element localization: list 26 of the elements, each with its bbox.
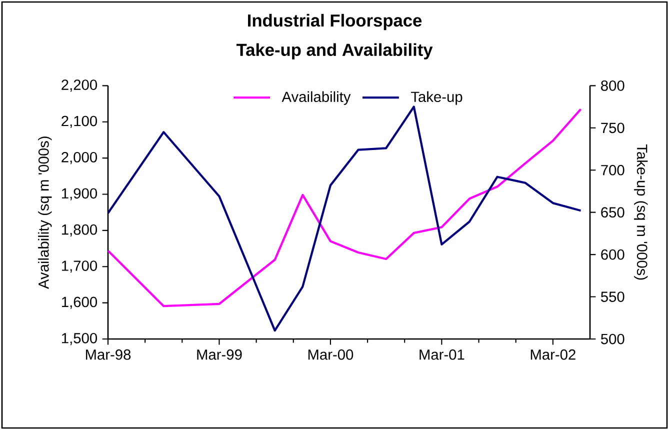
- y-tick-label: 1,500: [62, 332, 98, 346]
- y2-tick-label: 750: [601, 122, 624, 134]
- y2-tick-label: 500: [600, 334, 624, 344]
- x-tick-label: Mar-99: [197, 349, 242, 360]
- y2-tick-label: 700: [601, 164, 624, 176]
- y2-tick-label: 600: [601, 249, 624, 260]
- y-axis-title: Availability (sq m '000s): [38, 136, 52, 289]
- y2-axis-title: Take-up (sq m '000s): [634, 144, 648, 280]
- y-tick-label: 1,800: [62, 224, 98, 236]
- y-tick-label: 2,200: [62, 80, 98, 92]
- y-tick-label: 1,900: [62, 188, 98, 200]
- x-tick-label: Mar-98: [86, 349, 131, 360]
- x-tick-label: Mar-02: [530, 349, 576, 360]
- x-tick-label: Mar-00: [308, 349, 354, 360]
- y2-tick-label: 650: [601, 207, 624, 218]
- legend-label: Take-up: [410, 91, 462, 105]
- chart-subtitle: Take-up and Availability: [236, 43, 433, 60]
- y2-tick-label: 800: [601, 80, 624, 91]
- chart-title: Industrial Floorspace: [248, 14, 422, 30]
- y-tick-label: 2,100: [62, 116, 98, 128]
- y-tick-label: 1,600: [62, 296, 98, 309]
- y2-tick-label: 550: [600, 292, 624, 302]
- x-tick-label: Mar-01: [420, 349, 464, 360]
- legend-label: Availability: [282, 91, 351, 105]
- y-tick-label: 2,000: [62, 152, 98, 164]
- y-tick-label: 1,700: [62, 260, 98, 273]
